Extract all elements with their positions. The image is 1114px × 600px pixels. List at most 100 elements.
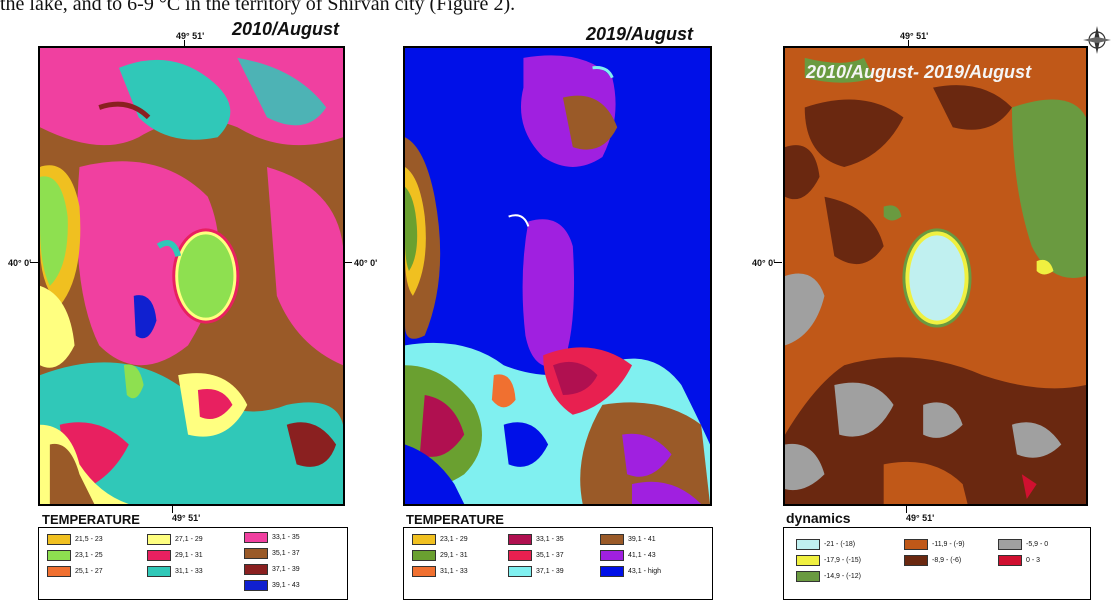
legend-label: 23,1 - 25	[75, 551, 103, 559]
legend-item: 31,1 - 33	[147, 565, 203, 577]
temperature-map-2010	[40, 48, 343, 504]
legend-item: 0 - 3	[998, 554, 1040, 566]
legend-label: -8,9 - (-6)	[932, 556, 962, 564]
legend-item: 33,1 - 35	[244, 531, 300, 543]
legend-2010: 21,5 - 23 23,1 - 25 25,1 - 27 27,1 - 29 …	[38, 527, 348, 600]
coord-bottom-2010: 49° 51'	[172, 513, 201, 523]
legend-swatch	[412, 533, 436, 545]
legend-label: -14,9 - (-12)	[824, 572, 861, 580]
legend-item: 39,1 - 41	[600, 533, 656, 545]
legend-label: -17,9 - (-15)	[824, 556, 861, 564]
legend-item: 23,1 - 25	[47, 549, 103, 561]
tick-top-dynamics	[908, 40, 909, 48]
legend-item: 27,1 - 29	[147, 533, 203, 545]
legend-item: -17,9 - (-15)	[796, 554, 861, 566]
tick-top-2010	[184, 40, 185, 48]
legend-item: 23,1 - 29	[412, 533, 468, 545]
legend-item: 25,1 - 27	[47, 565, 103, 577]
legend-label: 27,1 - 29	[175, 535, 203, 543]
legend-swatch	[904, 538, 928, 550]
legend-item: 35,1 - 37	[244, 547, 300, 559]
legend-title-2019: TEMPERATURE	[406, 512, 504, 527]
legend-label: 41,1 - 43	[628, 551, 656, 559]
legend-title-2010: TEMPERATURE	[42, 512, 140, 527]
panel-title-2010: 2010/August	[232, 19, 340, 39]
coord-right-2010: 40° 0'	[354, 258, 378, 268]
legend-swatch	[904, 554, 928, 566]
legend-item: -14,9 - (-12)	[796, 570, 861, 582]
legend-2019: 23,1 - 29 29,1 - 31 31,1 - 33 33,1 - 35 …	[403, 527, 713, 600]
tick-left-dynamics	[774, 262, 782, 263]
tick-right-2010	[344, 262, 352, 263]
panel-title-dynamics: 2010/August- 2019/August	[806, 62, 1032, 82]
legend-title-dynamics: dynamics	[786, 510, 851, 526]
temperature-map-2019	[405, 48, 710, 504]
legend-label: 35,1 - 37	[536, 551, 564, 559]
legend-item: 43,1 - high	[600, 565, 661, 577]
legend-swatch	[47, 533, 71, 545]
legend-swatch	[244, 579, 268, 591]
legend-swatch	[147, 565, 171, 577]
legend-label: 33,1 - 35	[272, 533, 300, 541]
legend-swatch	[796, 554, 820, 566]
legend-swatch	[600, 549, 624, 561]
tick-bottom-2010	[172, 505, 173, 513]
legend-item: 35,1 - 37	[508, 549, 564, 561]
coord-left-2010: 40° 0'	[8, 258, 32, 268]
legend-swatch	[508, 565, 532, 577]
coord-bottom-dynamics: 49° 51'	[906, 513, 935, 523]
legend-label: 39,1 - 43	[272, 581, 300, 589]
map-dynamics-2010-2019	[783, 46, 1088, 506]
map-2010-august	[38, 46, 345, 506]
legend-swatch	[244, 563, 268, 575]
legend-label: 37,1 - 39	[536, 567, 564, 575]
legend-swatch	[412, 549, 436, 561]
legend-label: 29,1 - 31	[175, 551, 203, 559]
tick-left-2010	[30, 262, 38, 263]
legend-swatch	[600, 533, 624, 545]
tick-bottom-dynamics	[906, 505, 907, 513]
coord-top-dynamics: 49° 51'	[900, 31, 929, 41]
dynamics-map	[785, 48, 1086, 504]
legend-swatch	[796, 538, 820, 550]
legend-swatch	[147, 533, 171, 545]
legend-label: 0 - 3	[1026, 556, 1041, 564]
legend-item: -11,9 - (-9)	[904, 538, 965, 550]
legend-label: 37,1 - 39	[272, 565, 300, 573]
legend-item: 21,5 - 23	[47, 533, 103, 545]
legend-item: 33,1 - 35	[508, 533, 564, 545]
legend-item: -21 - (-18)	[796, 538, 855, 550]
legend-label: 21,5 - 23	[75, 535, 103, 543]
legend-label: 29,1 - 31	[440, 551, 468, 559]
legend-swatch	[600, 565, 624, 577]
legend-dynamics: -21 - (-18) -17,9 - (-15) -14,9 - (-12) …	[783, 527, 1091, 600]
legend-item: 41,1 - 43	[600, 549, 656, 561]
legend-swatch	[47, 549, 71, 561]
map-2019-august	[403, 46, 712, 506]
legend-item: 37,1 - 39	[508, 565, 564, 577]
legend-item: -5,9 - 0	[998, 538, 1048, 550]
legend-label: -11,9 - (-9)	[932, 540, 965, 548]
legend-item: 29,1 - 31	[147, 549, 203, 561]
legend-swatch	[998, 538, 1022, 550]
panel-title-2019: 2019/August	[586, 24, 694, 44]
coord-left-dynamics: 40° 0'	[752, 258, 776, 268]
coord-top-2010: 49° 51'	[176, 31, 205, 41]
legend-swatch	[412, 565, 436, 577]
legend-label: 31,1 - 33	[440, 567, 468, 575]
legend-label: 39,1 - 41	[628, 535, 656, 543]
legend-swatch	[998, 554, 1022, 566]
legend-label: 23,1 - 29	[440, 535, 468, 543]
legend-item: 37,1 - 39	[244, 563, 300, 575]
legend-swatch	[47, 565, 71, 577]
north-arrow-icon	[1083, 26, 1111, 54]
legend-item: 39,1 - 43	[244, 579, 300, 591]
legend-item: 29,1 - 31	[412, 549, 468, 561]
legend-item: -8,9 - (-6)	[904, 554, 961, 566]
figure-caption-text: the lake, and to 6-9 °C in the territory…	[0, 0, 516, 15]
legend-label: -21 - (-18)	[824, 540, 856, 548]
legend-swatch	[508, 533, 532, 545]
legend-label: 33,1 - 35	[536, 535, 564, 543]
legend-swatch	[244, 547, 268, 559]
legend-label: 25,1 - 27	[75, 567, 103, 575]
